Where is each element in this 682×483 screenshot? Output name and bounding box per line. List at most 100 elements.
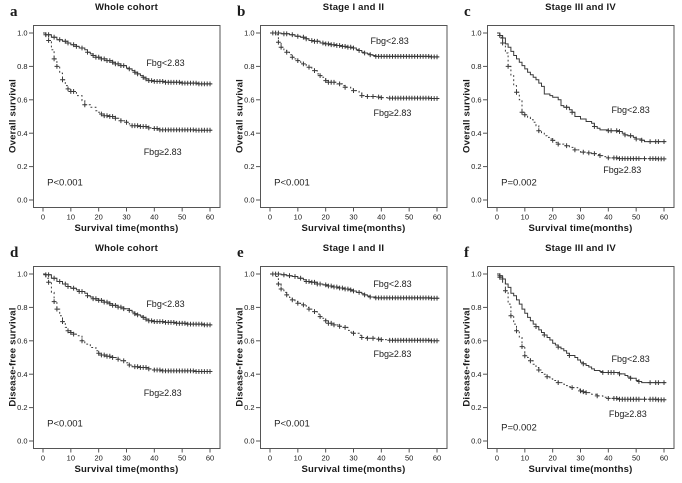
svg-text:50: 50 bbox=[405, 213, 413, 222]
svg-text:1.0: 1.0 bbox=[471, 270, 481, 279]
svg-text:40: 40 bbox=[377, 213, 385, 222]
svg-text:0: 0 bbox=[268, 454, 272, 463]
panel-f-p-value-label: P=0.002 bbox=[501, 422, 537, 434]
panel-b: b Stage I and II Overall survival 0 10 20 3… bbox=[227, 0, 454, 241]
svg-text:0.4: 0.4 bbox=[471, 129, 481, 138]
svg-text:20: 20 bbox=[321, 213, 329, 222]
panel-c-title: Stage III and IV bbox=[545, 2, 616, 13]
svg-text:10: 10 bbox=[521, 213, 529, 222]
panel-letter-b: b bbox=[237, 4, 246, 20]
svg-text:50: 50 bbox=[178, 213, 186, 222]
svg-text:0.0: 0.0 bbox=[17, 437, 27, 446]
panel-d: d Whole cohort Disease-free survival 0 10… bbox=[0, 241, 227, 483]
svg-text:0: 0 bbox=[495, 454, 499, 463]
panel-c-series-label-fbg-lt: Fbg<2.83 bbox=[611, 104, 650, 115]
svg-text:0.6: 0.6 bbox=[244, 95, 254, 104]
panel-letter-a: a bbox=[10, 4, 18, 20]
svg-text:10: 10 bbox=[67, 454, 75, 463]
svg-text:0.8: 0.8 bbox=[17, 62, 27, 71]
panel-e-x-axis-label: Survival time(months) bbox=[301, 464, 406, 475]
svg-text:0.2: 0.2 bbox=[471, 403, 481, 412]
svg-text:0.2: 0.2 bbox=[244, 162, 254, 171]
panel-e-p-value-label: P<0.001 bbox=[274, 418, 310, 430]
panel-b-x-axis-label: Survival time(months) bbox=[301, 223, 406, 234]
panel-e-km-plot: 0 10 20 30 40 50 60 0.0 0.2 0.4 0.6 0.8 1.0 bbox=[244, 266, 448, 463]
svg-text:40: 40 bbox=[377, 454, 385, 463]
panel-a-km-plot: 0 10 20 30 40 50 60 0.0 0.2 0.4 0.6 0.8 1.0 bbox=[17, 25, 221, 222]
svg-text:0.6: 0.6 bbox=[17, 336, 27, 345]
svg-text:20: 20 bbox=[548, 454, 556, 463]
panel-c: c Stage III and IV Overall survival 0 10 2… bbox=[454, 0, 682, 241]
panel-f-title: Stage III and IV bbox=[545, 243, 616, 254]
panel-f: f Stage III and IV Disease-free survival… bbox=[454, 241, 682, 483]
svg-text:60: 60 bbox=[206, 213, 214, 222]
panel-a: a Whole cohort Overall survival 0 10 20 30 4… bbox=[0, 0, 227, 241]
svg-text:0.8: 0.8 bbox=[471, 303, 481, 312]
svg-text:1.0: 1.0 bbox=[17, 29, 27, 38]
panel-a-p-value-label: P<0.001 bbox=[47, 177, 83, 189]
svg-text:20: 20 bbox=[94, 454, 102, 463]
svg-text:0.6: 0.6 bbox=[471, 95, 481, 104]
panel-a-series-label-fbg-lt: Fbg<2.83 bbox=[146, 58, 185, 69]
svg-text:0: 0 bbox=[41, 213, 45, 222]
svg-text:0.4: 0.4 bbox=[471, 370, 481, 379]
svg-text:0.8: 0.8 bbox=[244, 303, 254, 312]
svg-text:0: 0 bbox=[495, 213, 499, 222]
panel-b-title: Stage I and II bbox=[322, 2, 385, 13]
svg-text:1.0: 1.0 bbox=[244, 29, 254, 38]
svg-text:0.0: 0.0 bbox=[471, 437, 481, 446]
panel-f-km-plot: 0 10 20 30 40 50 60 0.0 0.2 0.4 0.6 0.8 1.0 bbox=[471, 266, 675, 463]
svg-text:0.6: 0.6 bbox=[244, 336, 254, 345]
svg-text:60: 60 bbox=[660, 213, 668, 222]
svg-text:0: 0 bbox=[41, 454, 45, 463]
svg-text:0.2: 0.2 bbox=[471, 162, 481, 171]
svg-text:0.8: 0.8 bbox=[244, 62, 254, 71]
panel-e-title: Stage I and II bbox=[322, 243, 385, 254]
panel-d-series-label-fbg-lt: Fbg<2.83 bbox=[146, 299, 185, 310]
panel-b-p-value-label: P<0.001 bbox=[274, 177, 310, 189]
panel-d-km-plot: 0 10 20 30 40 50 60 0.0 0.2 0.4 0.6 0.8 1.0 bbox=[17, 266, 221, 463]
svg-text:50: 50 bbox=[632, 213, 640, 222]
panel-a-x-axis-label: Survival time(months) bbox=[74, 223, 179, 234]
svg-text:0.4: 0.4 bbox=[17, 129, 27, 138]
panel-e-series-label-fbg-ge: Fbg≥2.83 bbox=[373, 349, 412, 360]
panel-d-title: Whole cohort bbox=[94, 243, 159, 254]
svg-text:0.4: 0.4 bbox=[244, 129, 254, 138]
panel-c-x-axis-label: Survival time(months) bbox=[528, 223, 633, 234]
svg-text:10: 10 bbox=[294, 454, 302, 463]
svg-text:0.0: 0.0 bbox=[471, 196, 481, 205]
svg-text:50: 50 bbox=[632, 454, 640, 463]
svg-text:0.4: 0.4 bbox=[17, 370, 27, 379]
panel-a-series-label-fbg-ge: Fbg≥2.83 bbox=[143, 146, 182, 157]
panel-d-p-value-label: P<0.001 bbox=[47, 418, 83, 430]
panel-a-title: Whole cohort bbox=[94, 2, 159, 13]
svg-text:20: 20 bbox=[94, 213, 102, 222]
svg-text:0.4: 0.4 bbox=[244, 370, 254, 379]
panel-b-series-label-fbg-lt: Fbg<2.83 bbox=[370, 36, 409, 47]
svg-text:50: 50 bbox=[178, 454, 186, 463]
panel-letter-f: f bbox=[464, 245, 469, 261]
svg-text:40: 40 bbox=[604, 213, 612, 222]
panel-f-x-axis-label: Survival time(months) bbox=[528, 464, 633, 475]
svg-text:30: 30 bbox=[122, 454, 130, 463]
svg-text:0.0: 0.0 bbox=[244, 437, 254, 446]
svg-text:30: 30 bbox=[122, 213, 130, 222]
svg-text:0.2: 0.2 bbox=[17, 162, 27, 171]
svg-text:0.0: 0.0 bbox=[244, 196, 254, 205]
svg-text:1.0: 1.0 bbox=[17, 270, 27, 279]
panel-d-x-axis-label: Survival time(months) bbox=[74, 464, 179, 475]
panel-f-series-label-fbg-ge: Fbg≥2.83 bbox=[608, 409, 647, 420]
svg-text:30: 30 bbox=[349, 454, 357, 463]
panel-letter-d: d bbox=[10, 245, 19, 261]
panel-f-series-label-fbg-lt: Fbg<2.83 bbox=[611, 354, 650, 365]
svg-text:60: 60 bbox=[433, 213, 441, 222]
svg-text:60: 60 bbox=[660, 454, 668, 463]
svg-text:40: 40 bbox=[150, 454, 158, 463]
svg-text:20: 20 bbox=[548, 213, 556, 222]
svg-text:60: 60 bbox=[433, 454, 441, 463]
svg-text:0: 0 bbox=[268, 213, 272, 222]
svg-text:1.0: 1.0 bbox=[471, 29, 481, 38]
panel-letter-c: c bbox=[464, 4, 471, 20]
svg-text:60: 60 bbox=[206, 454, 214, 463]
